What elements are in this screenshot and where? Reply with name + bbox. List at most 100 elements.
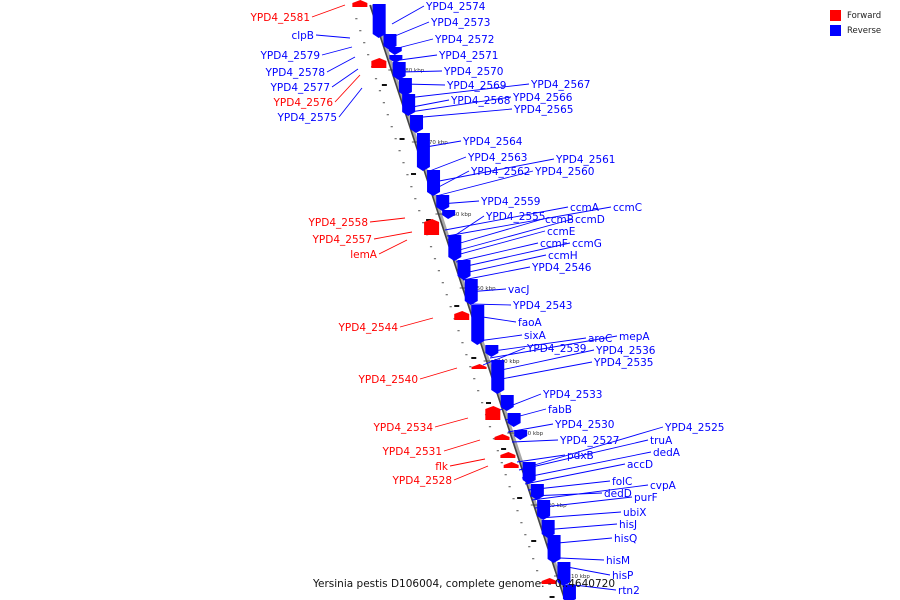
gene-label: vacJ [508, 284, 530, 296]
reverse-gene [398, 78, 412, 96]
gene-label: YPD4_2568 [450, 95, 510, 107]
axis-tick-label: 3270 kbp [422, 140, 448, 146]
reverse-gene [522, 462, 536, 484]
gene-label: YPD4_2527 [559, 435, 619, 447]
gene-label: ccmE [547, 226, 575, 238]
backbone-dot [508, 486, 511, 488]
gene-leader-line [455, 242, 539, 263]
reverse-gene [416, 133, 430, 171]
gene-leader-line [394, 21, 430, 37]
gene-leader-line [499, 393, 542, 411]
gene-leader-line [482, 347, 526, 366]
backbone-dot [367, 54, 370, 56]
gene-leader-line [334, 74, 361, 103]
backbone-dot [374, 78, 378, 80]
legend-reverse: Reverse [830, 23, 900, 38]
backbone-dot [414, 198, 417, 200]
legend-forward: Forward [830, 8, 900, 23]
forward-gene [494, 434, 510, 440]
gene-leader-line [321, 46, 353, 56]
gene-leader-line [397, 38, 434, 49]
gene-leader-line [401, 70, 443, 73]
gene-leader-line [406, 83, 530, 99]
reverse-gene [537, 500, 551, 520]
gene-label: dedA [653, 447, 681, 459]
gene-label: fabB [548, 404, 572, 416]
backbone-dash [426, 219, 432, 221]
gene-label: truA [650, 435, 673, 447]
gene-label: accD [627, 459, 653, 471]
gene-leader-line [403, 83, 446, 86]
gene-label: hisJ [619, 519, 637, 531]
gene-leader-line [469, 303, 512, 306]
backbone-dot [539, 582, 543, 584]
gene-leader-line [369, 217, 406, 223]
gene-leader-line [444, 206, 569, 231]
reverse-gene [541, 520, 555, 538]
reverse-gene [383, 34, 397, 50]
gene-label: YPD4_2565 [513, 104, 573, 116]
backbone-dot [382, 102, 385, 104]
reverse-gene [491, 360, 505, 394]
gene-label: YPD4_2533 [542, 389, 602, 401]
gene-leader-line [453, 465, 489, 481]
backbone-dot [355, 18, 358, 20]
gene-leader-line [432, 170, 470, 191]
gene-label: YPD4_2539 [526, 343, 586, 355]
backbone-dot [532, 558, 535, 560]
gene-leader-line [447, 215, 485, 241]
gene-leader-line [530, 426, 664, 467]
gene-leader-line [491, 349, 595, 373]
gene-leader-line [452, 230, 546, 257]
reverse-gene [514, 430, 528, 440]
backbone-dot [465, 354, 468, 356]
backbone-dot [359, 30, 362, 32]
gene-label: YPD4_2581 [250, 12, 310, 24]
gene-leader-line [462, 266, 531, 281]
forward-swatch [830, 10, 841, 21]
gene-label: YPD4_2577 [270, 82, 330, 94]
gene-leader-line [326, 56, 356, 73]
gene-leader-line [539, 511, 622, 519]
gene-label: YPD4_2540 [358, 374, 418, 386]
reverse-gene [427, 170, 441, 196]
forward-gene [424, 219, 440, 235]
reverse-gene [436, 195, 450, 211]
backbone-dot [481, 402, 484, 404]
backbone-dot [512, 498, 515, 500]
backbone-dot [516, 510, 519, 512]
gene-leader-line [511, 439, 559, 443]
gene-label: YPD4_2559 [480, 196, 540, 208]
gene-label: ccmD [575, 214, 605, 226]
gene-label: ccmA [570, 202, 600, 214]
gene-leader-line [542, 523, 618, 531]
reverse-swatch [830, 25, 841, 36]
gene-label: ccmG [572, 238, 602, 250]
gene-leader-line [477, 334, 523, 342]
gene-leader-line [466, 288, 507, 293]
backbone-dot [504, 474, 507, 476]
gene-leader-line [485, 337, 587, 353]
reverse-gene [392, 62, 406, 80]
gene-leader-line [331, 68, 359, 88]
backbone-dash [381, 84, 387, 86]
backbone-dot [406, 174, 409, 176]
axis-tick-label: 3230 kbp [517, 431, 543, 437]
backbone-dot [378, 90, 382, 92]
gene-label: YPD4_2563 [467, 152, 527, 164]
gene-label: YPD4_2557 [312, 234, 372, 246]
gene-label: hisM [606, 555, 630, 567]
axis-tick-label: 3250 kbp [470, 286, 496, 292]
gene-label: mepA [619, 331, 650, 343]
gene-leader-line [475, 315, 517, 323]
gene-leader-line [457, 242, 571, 269]
backbone-dot [433, 258, 437, 260]
backbone-dot [410, 186, 413, 188]
gene-label: ccmH [548, 250, 578, 262]
legend: Forward Reverse [830, 8, 900, 38]
gene-label: YPD4_2579 [260, 50, 320, 62]
backbone-dot [473, 378, 476, 380]
backbone-dash [486, 402, 492, 404]
backbone-dash [549, 596, 555, 598]
gene-leader-line [435, 170, 534, 197]
